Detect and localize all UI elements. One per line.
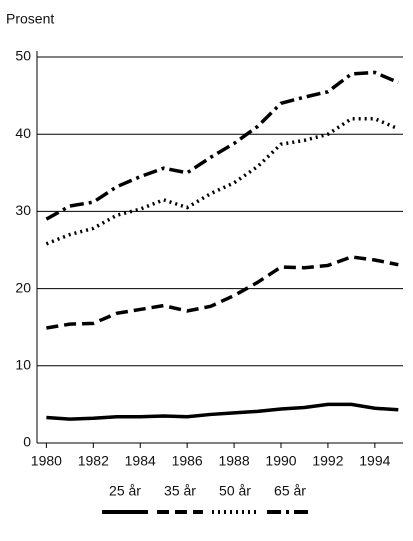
legend-label: 35 år — [164, 483, 196, 499]
x-tick-label: 1980 — [31, 453, 62, 469]
x-tick-label: 1988 — [218, 453, 249, 469]
series-line — [45, 117, 399, 246]
x-tick-label: 1986 — [172, 453, 203, 469]
y-tick-label: 10 — [15, 357, 31, 373]
y-axis-label: Prosent — [6, 11, 54, 27]
x-tick-label: 1982 — [78, 453, 109, 469]
y-tick-label: 30 — [15, 202, 31, 218]
y-tick-label: 40 — [15, 125, 31, 141]
x-tick-label: 1984 — [125, 453, 156, 469]
legend-label: 65 år — [274, 483, 306, 499]
x-tick-label: 1990 — [265, 453, 296, 469]
y-tick-label: 50 — [15, 48, 31, 64]
x-tick-label: 1992 — [312, 453, 343, 469]
x-tick-label: 1994 — [359, 453, 390, 469]
series-line — [46, 255, 399, 330]
series-line — [45, 70, 399, 221]
series-line — [46, 402, 399, 421]
legend-label: 25 år — [109, 483, 141, 499]
y-tick-label: 0 — [23, 434, 31, 450]
legend-label: 50 år — [219, 483, 251, 499]
y-tick-label: 20 — [15, 279, 31, 295]
